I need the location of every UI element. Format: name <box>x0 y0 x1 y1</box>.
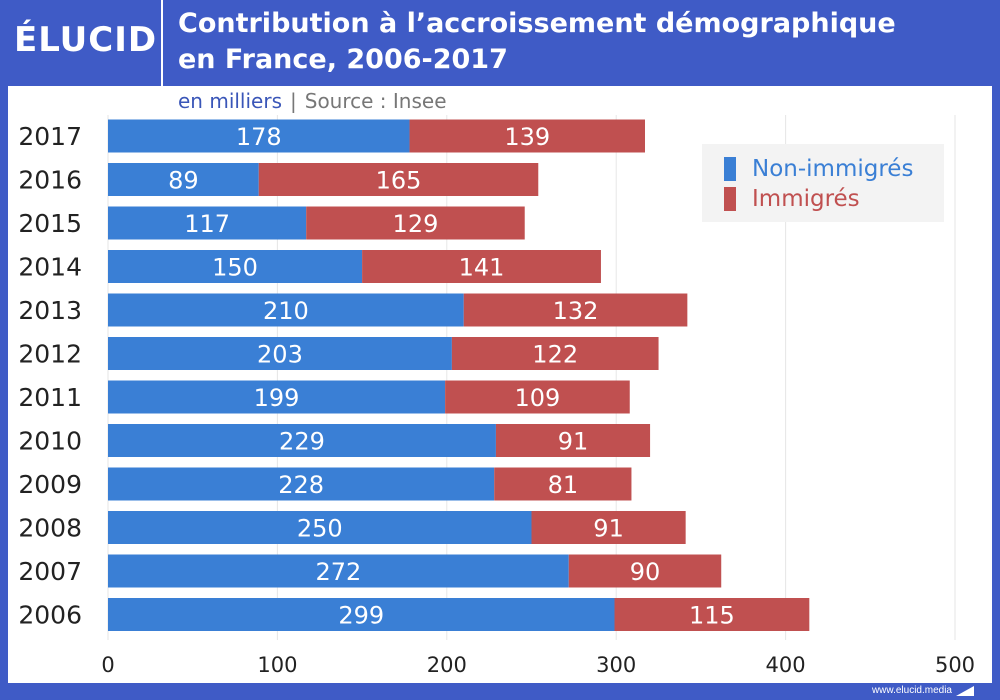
title-line-2: en France, 2006-2017 <box>178 44 508 75</box>
data-label: 91 <box>593 515 624 543</box>
data-label: 228 <box>278 471 324 499</box>
data-label: 229 <box>279 428 325 456</box>
x-tick-label: 500 <box>935 653 975 677</box>
legend-label-immigres: Immigrés <box>752 186 860 212</box>
data-label: 272 <box>315 558 361 586</box>
bar-immigres <box>494 467 632 501</box>
bar-immigres <box>463 293 688 327</box>
header-bar: ÉLUCID Contribution à l’accroissement dé… <box>0 0 1000 86</box>
bar-non-immigres <box>108 380 446 414</box>
chart-title: Contribution à l’accroissement démograph… <box>178 6 896 78</box>
data-label: 150 <box>212 254 258 282</box>
y-tick-label: 2013 <box>18 296 82 325</box>
data-label: 117 <box>184 210 230 238</box>
bar-non-immigres <box>108 337 452 370</box>
bar-immigres <box>409 119 645 153</box>
data-label: 178 <box>236 123 282 151</box>
y-tick-label: 2011 <box>18 383 82 412</box>
data-label: 81 <box>548 471 579 499</box>
bar-non-immigres <box>108 598 615 631</box>
bar-immigres <box>495 424 651 457</box>
source-label: Source : Insee <box>304 89 447 113</box>
data-label: 115 <box>689 602 735 630</box>
y-tick-label: 2012 <box>18 340 82 369</box>
bar-non-immigres <box>108 163 259 196</box>
y-tick-label: 2014 <box>18 253 82 282</box>
y-tick-label: 2009 <box>18 470 82 499</box>
chart-subtitle: en milliers | Source : Insee <box>178 89 447 113</box>
data-label: 122 <box>532 341 578 369</box>
data-label: 165 <box>376 167 422 195</box>
x-tick-label: 0 <box>101 653 114 677</box>
footer-flag-icon <box>956 686 974 696</box>
unit-label: en milliers <box>178 89 282 113</box>
elucid-logo: ÉLUCID <box>14 20 158 60</box>
data-label: 203 <box>257 341 303 369</box>
data-label: 129 <box>393 210 439 238</box>
x-tick-label: 400 <box>766 653 806 677</box>
data-label: 109 <box>515 384 561 412</box>
data-label: 89 <box>168 167 199 195</box>
y-tick-label: 2015 <box>18 209 82 238</box>
legend-item-non-immigres: Non-immigrés <box>724 156 913 182</box>
legend-swatch-non-immigres <box>724 157 736 181</box>
footer-url: www.elucid.media <box>871 685 952 696</box>
x-tick-label: 200 <box>427 653 467 677</box>
subtitle-separator: | <box>290 89 297 113</box>
y-tick-label: 2017 <box>18 122 82 151</box>
data-label: 299 <box>338 602 384 630</box>
data-label: 250 <box>297 515 343 543</box>
y-tick-label: 2010 <box>18 427 82 456</box>
bar-non-immigres <box>108 293 464 327</box>
legend-swatch-immigres <box>724 187 736 211</box>
bar-non-immigres <box>108 511 532 544</box>
legend: Non-immigrés Immigrés <box>702 144 944 222</box>
header-divider <box>161 0 163 86</box>
bar-immigres <box>568 554 722 588</box>
y-tick-label: 2016 <box>18 166 82 195</box>
bar-immigres <box>306 206 525 240</box>
y-tick-label: 2007 <box>18 557 82 586</box>
data-label: 210 <box>263 297 309 325</box>
data-label: 132 <box>553 297 599 325</box>
data-label: 139 <box>504 123 550 151</box>
bar-non-immigres <box>108 119 410 153</box>
bar-immigres <box>451 337 659 370</box>
bar-immigres <box>445 380 630 414</box>
bar-non-immigres <box>108 467 495 501</box>
y-tick-label: 2006 <box>18 601 82 630</box>
data-label: 199 <box>254 384 300 412</box>
bar-immigres <box>614 598 810 631</box>
title-line-1: Contribution à l’accroissement démograph… <box>178 8 896 39</box>
bar-non-immigres <box>108 206 307 240</box>
legend-item-immigres: Immigrés <box>724 186 860 212</box>
bar-non-immigres <box>108 424 496 457</box>
x-tick-label: 100 <box>257 653 297 677</box>
x-tick-label: 300 <box>596 653 636 677</box>
y-tick-label: 2008 <box>18 514 82 543</box>
data-label: 90 <box>630 558 661 586</box>
bar-non-immigres <box>108 554 569 588</box>
bar-immigres <box>531 511 686 544</box>
data-label: 141 <box>459 254 505 282</box>
data-label: 91 <box>558 428 589 456</box>
legend-label-non-immigres: Non-immigrés <box>752 156 914 182</box>
bar-immigres <box>362 250 601 283</box>
bar-immigres <box>258 163 539 196</box>
bar-non-immigres <box>108 250 363 283</box>
